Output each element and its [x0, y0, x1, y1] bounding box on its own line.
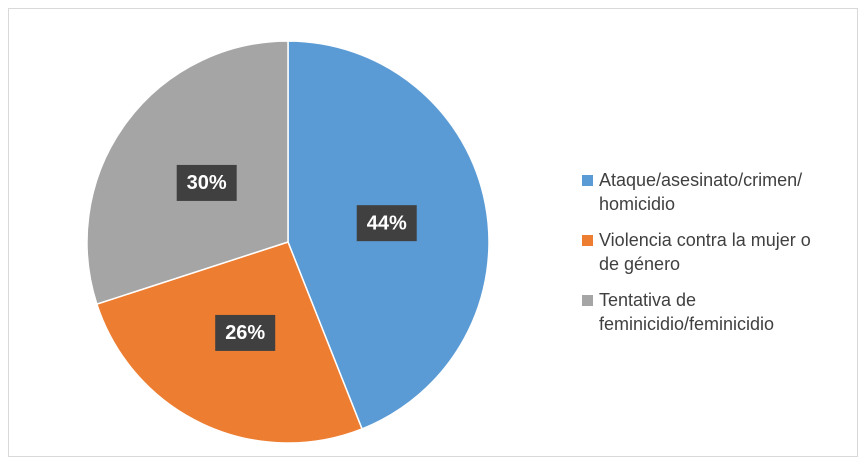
data-label-box: [356, 205, 417, 242]
legend-label: Ataque/asesinato/crimen/ homicidio: [599, 170, 803, 214]
legend: Ataque/asesinato/crimen/ homicidio Violen…: [582, 168, 842, 348]
legend-item: Tentativa de feminicidio/feminicidio: [582, 288, 842, 336]
legend-label: Violencia contra la mujer o de género: [599, 230, 811, 274]
chart-frame: [8, 8, 858, 457]
legend-label: Tentativa de feminicidio/feminicidio: [599, 290, 775, 334]
data-label: 26%: [225, 322, 265, 344]
data-label-box: [176, 164, 237, 201]
legend-swatch: [582, 235, 593, 246]
legend-swatch: [582, 175, 593, 186]
legend-swatch: [582, 295, 593, 306]
data-label-box: [215, 314, 276, 351]
data-label: 30%: [187, 172, 227, 194]
legend-item: Violencia contra la mujer o de género: [582, 228, 842, 276]
legend-item: Ataque/asesinato/crimen/ homicidio: [582, 168, 842, 216]
data-label: 44%: [367, 212, 407, 234]
